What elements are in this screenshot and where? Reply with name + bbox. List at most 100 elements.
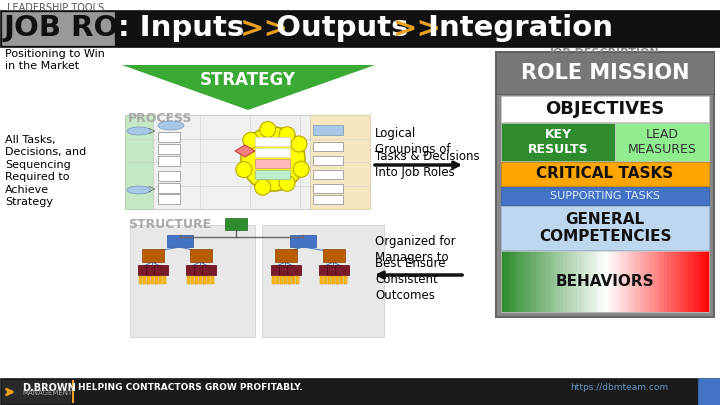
Text: Logical
Groupings of: Logical Groupings of: [375, 127, 451, 156]
Bar: [518, 251, 522, 312]
Bar: [336, 276, 339, 284]
Bar: [629, 251, 633, 312]
Bar: [280, 276, 283, 284]
Bar: [549, 251, 554, 312]
Bar: [643, 251, 647, 312]
Polygon shape: [122, 65, 375, 110]
Bar: [570, 251, 575, 312]
Bar: [501, 251, 505, 312]
Bar: [147, 276, 150, 284]
Text: KEY
RESULTS: KEY RESULTS: [528, 128, 588, 156]
Bar: [272, 276, 275, 284]
Bar: [225, 218, 247, 230]
Bar: [275, 249, 297, 262]
Text: ROLE MISSION: ROLE MISSION: [521, 63, 689, 83]
Bar: [608, 251, 613, 312]
Bar: [142, 249, 164, 262]
Text: HELPING CONTRACTORS GROW PROFITABLY.: HELPING CONTRACTORS GROW PROFITABLY.: [78, 382, 302, 392]
Bar: [255, 159, 290, 168]
Bar: [255, 170, 290, 179]
Bar: [158, 156, 180, 166]
Bar: [616, 251, 619, 312]
Bar: [319, 265, 333, 275]
Bar: [125, 115, 153, 209]
Text: Outputs: Outputs: [266, 15, 418, 43]
Bar: [675, 251, 678, 312]
Text: Positioning to Win
in the Market: Positioning to Win in the Market: [5, 49, 105, 71]
Bar: [280, 276, 283, 284]
Bar: [125, 115, 370, 209]
Bar: [2, 12, 114, 45]
Bar: [147, 276, 150, 284]
Bar: [560, 251, 564, 312]
Bar: [190, 249, 212, 262]
Bar: [154, 265, 168, 275]
Bar: [130, 225, 255, 337]
Bar: [187, 276, 190, 284]
Bar: [681, 251, 685, 312]
Bar: [313, 142, 343, 151]
Bar: [543, 251, 546, 312]
Polygon shape: [235, 145, 255, 157]
Bar: [195, 276, 198, 284]
Text: : Inputs: : Inputs: [118, 15, 254, 43]
Bar: [528, 251, 533, 312]
Bar: [496, 52, 714, 317]
Bar: [657, 251, 661, 312]
Bar: [581, 251, 585, 312]
Bar: [496, 52, 714, 94]
Bar: [501, 162, 709, 186]
Text: Tasks & Decisions
Into Job Roles: Tasks & Decisions Into Job Roles: [375, 150, 480, 179]
Bar: [276, 276, 279, 284]
Bar: [522, 251, 526, 312]
Text: Organized for
Managers to: Organized for Managers to: [375, 235, 456, 264]
Circle shape: [236, 162, 252, 178]
Circle shape: [279, 175, 295, 191]
Circle shape: [293, 161, 309, 177]
Bar: [577, 251, 581, 312]
Bar: [511, 251, 516, 312]
Bar: [553, 251, 557, 312]
Ellipse shape: [127, 186, 151, 194]
Bar: [296, 276, 299, 284]
Bar: [615, 123, 709, 161]
Bar: [271, 265, 285, 275]
Bar: [207, 276, 210, 284]
Bar: [702, 251, 706, 312]
Bar: [695, 251, 699, 312]
Bar: [0, 378, 720, 405]
Bar: [310, 115, 370, 209]
Bar: [698, 251, 703, 312]
Bar: [501, 251, 709, 312]
Bar: [505, 251, 508, 312]
Text: JOB ROLES: JOB ROLES: [4, 14, 179, 42]
Bar: [650, 251, 654, 312]
Bar: [158, 132, 180, 142]
Bar: [667, 251, 671, 312]
Bar: [706, 251, 709, 312]
Bar: [574, 251, 577, 312]
Bar: [501, 96, 709, 122]
Bar: [605, 251, 609, 312]
Bar: [203, 276, 206, 284]
Bar: [327, 265, 341, 275]
Text: PROCESS: PROCESS: [128, 112, 192, 125]
Bar: [284, 276, 287, 284]
Bar: [515, 251, 519, 312]
Bar: [595, 251, 598, 312]
Bar: [332, 276, 335, 284]
Bar: [678, 251, 682, 312]
Bar: [633, 251, 636, 312]
Bar: [279, 265, 293, 275]
Bar: [539, 251, 543, 312]
Bar: [313, 125, 343, 135]
Bar: [158, 183, 180, 193]
Circle shape: [243, 132, 258, 148]
Text: MANAGEMENT: MANAGEMENT: [22, 390, 72, 396]
Text: GENERAL
COMPETENCIES: GENERAL COMPETENCIES: [539, 212, 671, 244]
Bar: [508, 251, 512, 312]
Ellipse shape: [158, 121, 184, 130]
Bar: [323, 249, 345, 262]
Ellipse shape: [127, 127, 151, 135]
Circle shape: [255, 179, 271, 195]
